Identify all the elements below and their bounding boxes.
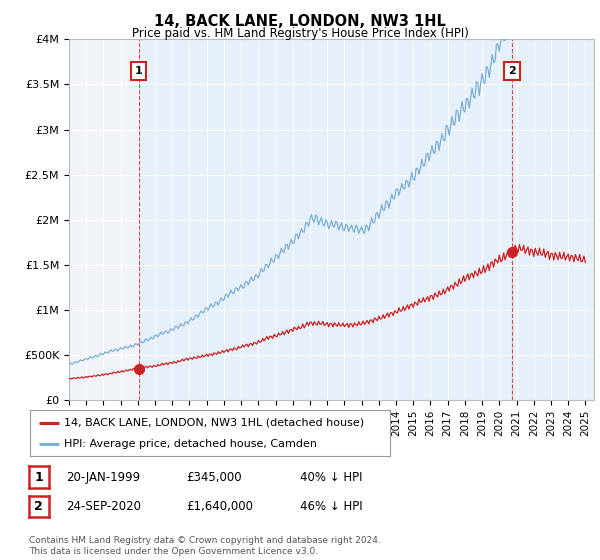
Text: 2: 2	[34, 500, 43, 514]
Text: £345,000: £345,000	[186, 470, 242, 484]
Bar	[139, 39, 594, 400]
Text: 24-SEP-2020: 24-SEP-2020	[66, 500, 141, 514]
Text: HPI: Average price, detached house, Camden: HPI: Average price, detached house, Camd…	[64, 439, 317, 449]
Text: 40% ↓ HPI: 40% ↓ HPI	[300, 470, 362, 484]
Text: 46% ↓ HPI: 46% ↓ HPI	[300, 500, 362, 514]
Text: 2: 2	[508, 66, 516, 76]
Text: 14, BACK LANE, LONDON, NW3 1HL: 14, BACK LANE, LONDON, NW3 1HL	[154, 14, 446, 29]
Text: Price paid vs. HM Land Registry's House Price Index (HPI): Price paid vs. HM Land Registry's House …	[131, 27, 469, 40]
Text: £1,640,000: £1,640,000	[186, 500, 253, 514]
Text: 14, BACK LANE, LONDON, NW3 1HL (detached house): 14, BACK LANE, LONDON, NW3 1HL (detached…	[64, 418, 364, 428]
Text: 1: 1	[34, 470, 43, 484]
Text: Contains HM Land Registry data © Crown copyright and database right 2024.
This d: Contains HM Land Registry data © Crown c…	[29, 536, 380, 556]
Text: 20-JAN-1999: 20-JAN-1999	[66, 470, 140, 484]
Text: 1: 1	[135, 66, 143, 76]
